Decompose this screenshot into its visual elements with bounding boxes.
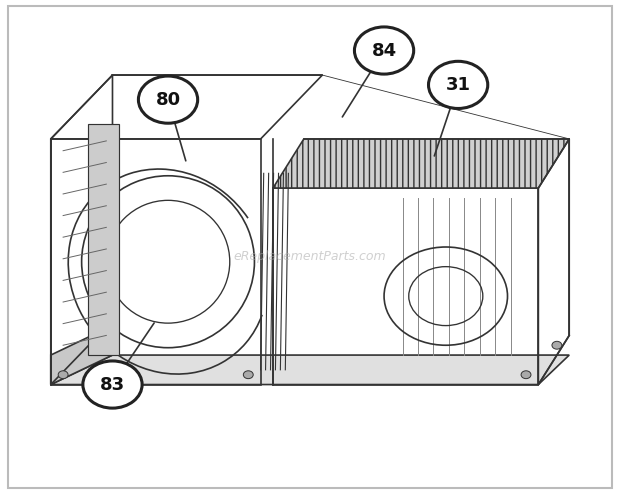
Circle shape bbox=[58, 371, 68, 378]
Circle shape bbox=[428, 61, 488, 109]
Circle shape bbox=[355, 27, 414, 74]
Polygon shape bbox=[88, 124, 118, 355]
Circle shape bbox=[83, 361, 142, 408]
Text: 80: 80 bbox=[156, 90, 180, 109]
Polygon shape bbox=[273, 139, 569, 188]
Polygon shape bbox=[51, 355, 569, 384]
Text: 84: 84 bbox=[371, 41, 397, 59]
Circle shape bbox=[552, 341, 562, 349]
Text: 83: 83 bbox=[100, 375, 125, 394]
Text: eReplacementParts.com: eReplacementParts.com bbox=[234, 250, 386, 263]
Text: 31: 31 bbox=[446, 76, 471, 94]
Circle shape bbox=[521, 371, 531, 378]
Circle shape bbox=[243, 371, 253, 378]
Circle shape bbox=[138, 76, 198, 123]
Polygon shape bbox=[51, 326, 112, 384]
